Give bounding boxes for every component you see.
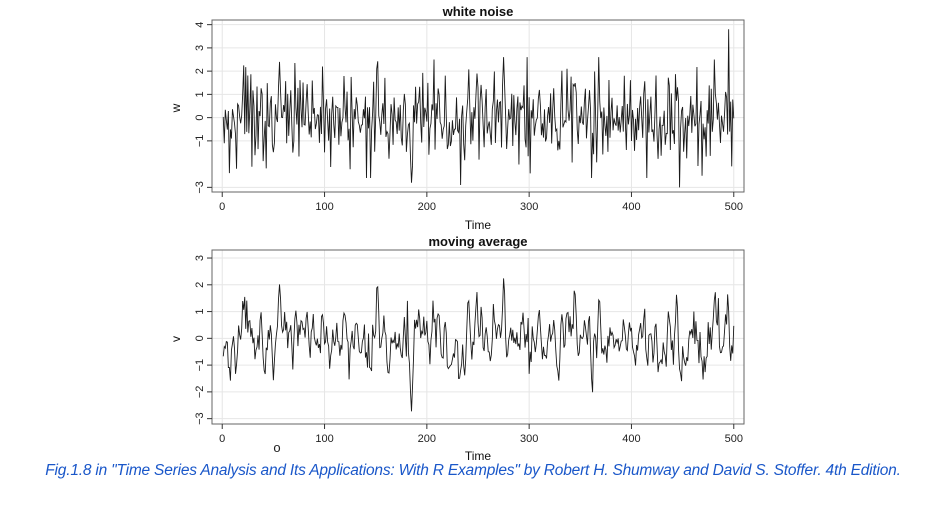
x-tick-label: 0 <box>219 433 225 445</box>
y-tick-label: 3 <box>194 255 206 261</box>
y-axis: −3 −1 0 1 2 3 4 <box>194 22 212 194</box>
y-axis-label: v <box>169 336 183 342</box>
x-tick-label: 500 <box>725 433 743 445</box>
y-tick-label: −3 <box>194 412 206 425</box>
x-tick-label: 500 <box>725 201 743 213</box>
x-tick-label: 200 <box>418 201 436 213</box>
x-tick-label: 300 <box>520 433 538 445</box>
y-tick-label: 1 <box>194 309 206 315</box>
y-axis: −3 −2 −1 0 1 2 3 <box>194 255 212 425</box>
y-tick-label: 0 <box>194 335 206 341</box>
x-tick-label: 100 <box>315 433 333 445</box>
plot-frame <box>211 19 745 193</box>
y-tick-label: 1 <box>194 91 206 97</box>
y-tick-label: 0 <box>194 115 206 121</box>
x-axis-label: Time <box>465 218 492 232</box>
x-tick-label: 200 <box>418 433 436 445</box>
y-tick-label: 2 <box>194 68 206 74</box>
x-tick-label: 0 <box>219 201 225 213</box>
chart-title: moving average <box>429 234 528 249</box>
y-tick-label: 4 <box>194 22 206 28</box>
x-axis: 0 100 200 300 400 500 <box>219 424 743 445</box>
plot-frame <box>211 249 745 425</box>
y-tick-label: 3 <box>194 45 206 51</box>
white-noise-panel: white noise −3 −1 0 1 2 3 4 0 100 200 300 400 500 T… <box>169 4 745 232</box>
x-tick-label: 300 <box>520 201 538 213</box>
stray-marker: o <box>273 440 280 455</box>
x-tick-label: 100 <box>315 201 333 213</box>
moving-average-series-line <box>222 278 735 412</box>
y-axis-label: w <box>169 103 183 113</box>
y-tick-label: −2 <box>194 386 206 399</box>
moving-average-panel: moving average −3 −2 −1 0 1 2 3 0 100 200 300 400 5… <box>169 234 745 463</box>
y-tick-label: −3 <box>194 181 206 194</box>
x-tick-label: 400 <box>622 201 640 213</box>
figure-caption: Fig.1.8 in "Time Series Analysis and Its… <box>45 462 901 479</box>
y-tick-label: −1 <box>194 135 206 148</box>
x-axis-label: Time <box>465 449 492 463</box>
y-tick-label: −1 <box>194 359 206 372</box>
y-tick-label: 2 <box>194 282 206 288</box>
x-axis: 0 100 200 300 400 500 <box>219 192 743 213</box>
x-tick-label: 400 <box>622 433 640 445</box>
white-noise-series-line <box>222 29 735 188</box>
chart-title: white noise <box>442 4 514 19</box>
